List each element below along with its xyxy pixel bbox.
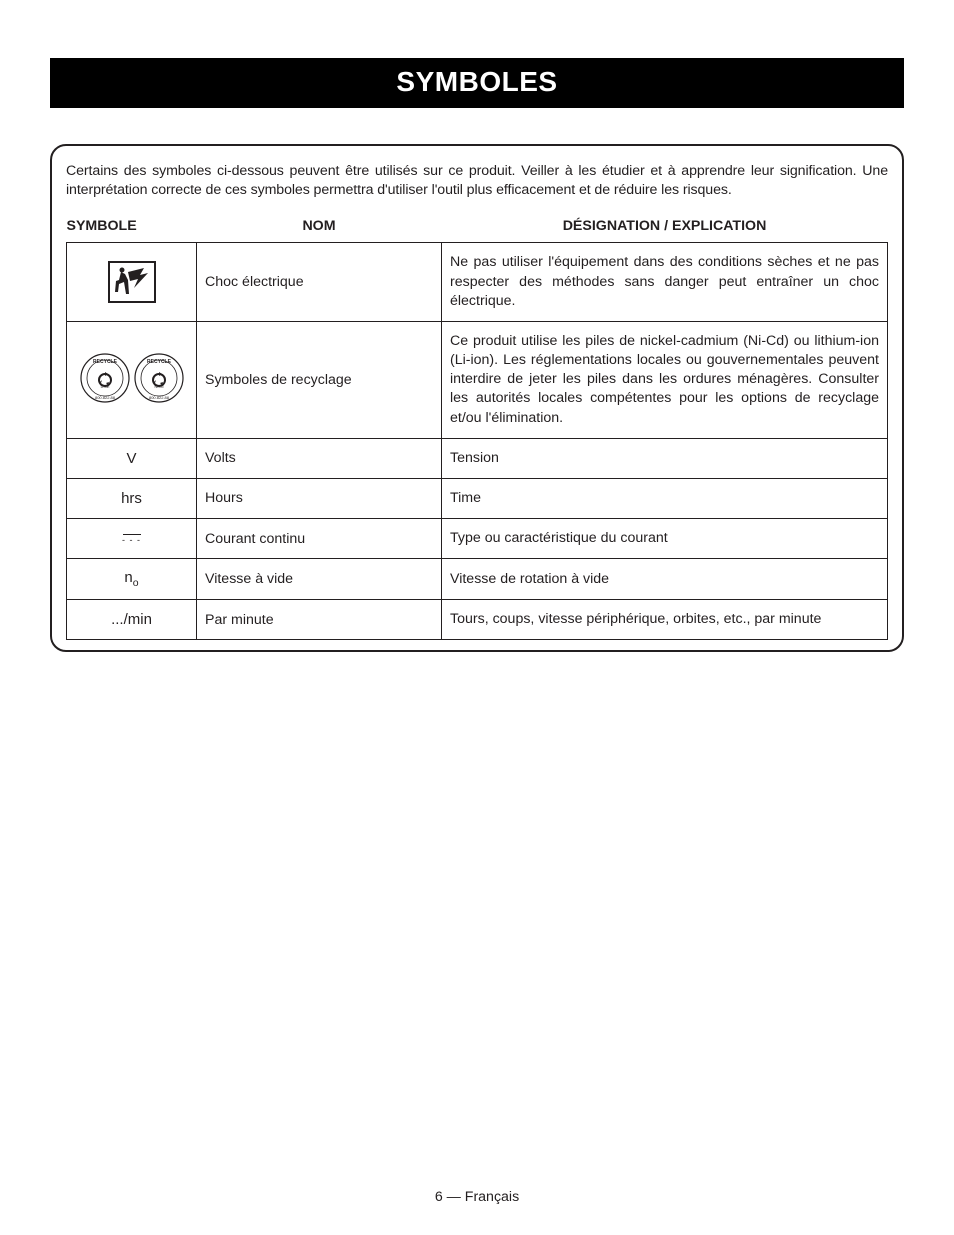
symbol-table: SYMBOLE NOM DÉSIGNATION / EXPLICATION [66,214,888,640]
name-cell: Symboles de recyclage [197,321,442,438]
dc-current-icon: - - - [122,534,141,542]
table-row: V Volts Tension [67,438,888,478]
table-row: Choc électrique Ne pas utiliser l'équipe… [67,243,888,322]
desc-cell: Type ou caractéristique du courant [442,519,888,559]
name-cell: Choc électrique [197,243,442,322]
desc-cell: Tension [442,438,888,478]
desc-cell: Time [442,478,888,518]
svg-text:800.822.88: 800.822.88 [148,395,169,400]
recycle-icons: RECYCLE Li-Ion 800.822.88 RECYCLE Ni-C [79,352,185,404]
header-symbol: SYMBOLE [67,214,197,243]
page-title-bar: SYMBOLES [50,58,904,108]
svg-text:Li-Ion: Li-Ion [100,385,109,389]
desc-cell: Tours, coups, vitesse périphérique, orbi… [442,600,888,640]
header-desc: DÉSIGNATION / EXPLICATION [442,214,888,243]
symbol-cell-dc: - - - [67,519,197,559]
svg-text:RECYCLE: RECYCLE [93,359,118,365]
table-row: hrs Hours Time [67,478,888,518]
svg-text:Ni-Cd: Ni-Cd [154,385,163,389]
symbol-cell-shock [67,243,197,322]
content-frame: Certains des symboles ci-dessous peuvent… [50,144,904,652]
page-title: SYMBOLES [396,66,557,97]
electric-shock-icon [108,261,156,303]
table-row: RECYCLE Li-Ion 800.822.88 RECYCLE Ni-C [67,321,888,438]
name-cell: Vitesse à vide [197,559,442,600]
symbol-cell-per-min: .../min [67,600,197,640]
symbol-cell-recycle: RECYCLE Li-Ion 800.822.88 RECYCLE Ni-C [67,321,197,438]
symbol-cell-no-load: no [67,559,197,600]
name-cell: Volts [197,438,442,478]
page: SYMBOLES Certains des symboles ci-dessou… [0,0,954,1235]
table-row: .../min Par minute Tours, coups, vitesse… [67,600,888,640]
header-name: NOM [197,214,442,243]
desc-cell: Vitesse de rotation à vide [442,559,888,600]
intro-text: Certains des symboles ci-dessous peuvent… [66,162,888,200]
name-cell: Courant continu [197,519,442,559]
table-header-row: SYMBOLE NOM DÉSIGNATION / EXPLICATION [67,214,888,243]
recycle-seal-icon: RECYCLE Ni-Cd 800.822.88 [133,352,185,404]
recycle-seal-icon: RECYCLE Li-Ion 800.822.88 [79,352,131,404]
symbol-cell-hours: hrs [67,478,197,518]
symbol-cell-volts: V [67,438,197,478]
table-row: - - - Courant continu Type ou caractéris… [67,519,888,559]
name-cell: Hours [197,478,442,518]
svg-text:RECYCLE: RECYCLE [147,359,172,365]
svg-text:800.822.88: 800.822.88 [94,395,115,400]
desc-cell: Ne pas utiliser l'équipement dans des co… [442,243,888,322]
page-footer: 6 — Français [0,1189,954,1205]
desc-cell: Ce produit utilise les piles de nickel-c… [442,321,888,438]
table-row: no Vitesse à vide Vitesse de rotation à … [67,559,888,600]
name-cell: Par minute [197,600,442,640]
